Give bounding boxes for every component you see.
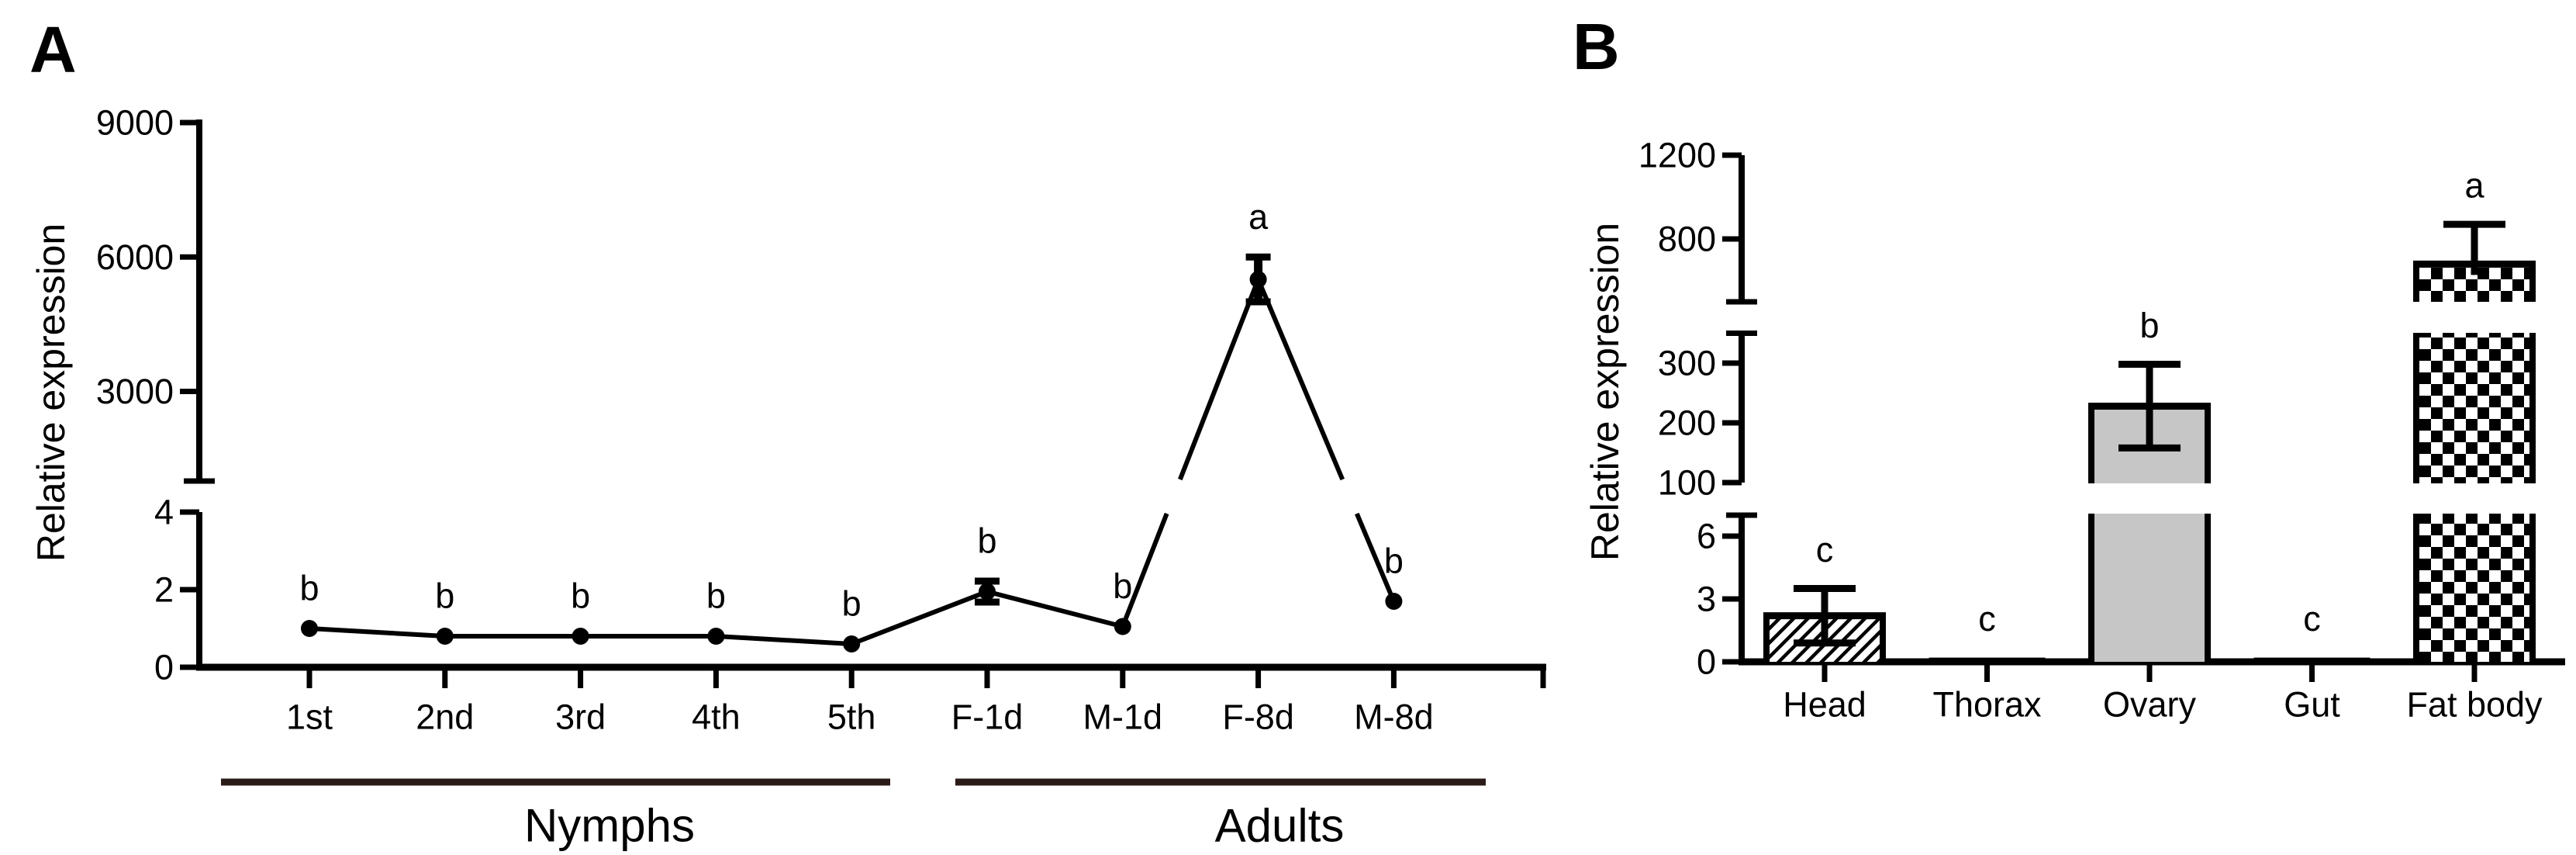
data-point (707, 628, 725, 645)
sig-letter: a (2464, 166, 2484, 206)
sig-letter: b (299, 569, 319, 608)
y-tick-label: 200 (1658, 403, 1716, 443)
data-line-segment (1178, 279, 1261, 481)
y-tick-label: 100 (1658, 463, 1716, 503)
y-tick-label: 300 (1658, 344, 1716, 383)
y-axis-title: Relative expression (29, 223, 73, 562)
x-category-label: Thorax (1932, 685, 2042, 725)
x-category-label: 2nd (416, 698, 474, 737)
y-tick-label: 2 (154, 570, 174, 610)
data-point (436, 628, 454, 645)
data-line-segment (1355, 512, 1397, 603)
x-category-label: Fat body (2406, 685, 2543, 725)
data-point (1114, 618, 1131, 635)
panel-b-label: B (1573, 10, 1620, 83)
data-point (1249, 271, 1267, 289)
x-category-label: 4th (692, 698, 741, 737)
data-point (1385, 593, 1403, 610)
sig-letter: b (706, 576, 726, 616)
y-axis-title: Relative expression (1583, 223, 1627, 561)
x-category-label: Ovary (2103, 685, 2197, 725)
y-tick-label: 6000 (96, 237, 174, 277)
bar-piece-Ovary (2091, 514, 2208, 662)
bar-Thorax (1929, 657, 2046, 663)
y-tick-label: 1200 (1638, 136, 1716, 175)
sig-letter: b (571, 576, 590, 616)
data-point (979, 583, 996, 601)
sig-letter: c (1978, 599, 1996, 639)
data-point (571, 628, 589, 645)
sig-letter: b (977, 521, 996, 561)
sig-letter: b (1113, 566, 1132, 606)
group-label: Adults (1215, 800, 1345, 852)
data-point (301, 620, 318, 637)
data-point (843, 635, 861, 652)
y-tick-label: 0 (154, 648, 174, 687)
x-category-label: Head (1783, 685, 1866, 725)
x-category-label: F-8d (1222, 698, 1294, 737)
sig-letter: b (842, 584, 862, 624)
x-category-label: M-8d (1354, 698, 1434, 737)
x-category-label: 5th (827, 698, 876, 737)
x-category-label: Gut (2284, 685, 2340, 725)
y-tick-label: 3 (1697, 580, 1716, 619)
x-category-label: 3rd (555, 698, 606, 737)
bar-piece-Fat body (2416, 333, 2533, 483)
bar-piece-Fat body (2416, 514, 2533, 662)
panel-a-label: A (29, 13, 77, 86)
data-line-segment (986, 589, 1124, 629)
group-label: Nymphs (524, 800, 695, 852)
sig-letter: b (2139, 306, 2159, 345)
y-tick-label: 800 (1658, 220, 1716, 259)
data-line-segment (851, 589, 989, 646)
data-line-segment (309, 626, 445, 639)
data-line-segment (716, 634, 852, 646)
x-category-label: F-1d (951, 698, 1024, 737)
data-line-segment (1121, 512, 1169, 628)
y-tick-label: 6 (1697, 517, 1716, 556)
y-tick-label: 0 (1697, 642, 1716, 682)
y-tick-label: 3000 (96, 372, 174, 411)
sig-letter: b (435, 576, 454, 616)
y-tick-label: 9000 (96, 103, 174, 143)
sig-letter: c (1816, 530, 1834, 569)
sig-letter: c (2303, 599, 2321, 639)
x-category-label: M-1d (1083, 698, 1163, 737)
sig-letter: a (1248, 197, 1269, 237)
data-line-segment (1255, 278, 1345, 481)
sig-letter: b (1384, 542, 1404, 581)
y-tick-label: 4 (154, 493, 174, 532)
bar-Gut (2253, 657, 2371, 663)
x-category-label: 1st (286, 698, 333, 737)
